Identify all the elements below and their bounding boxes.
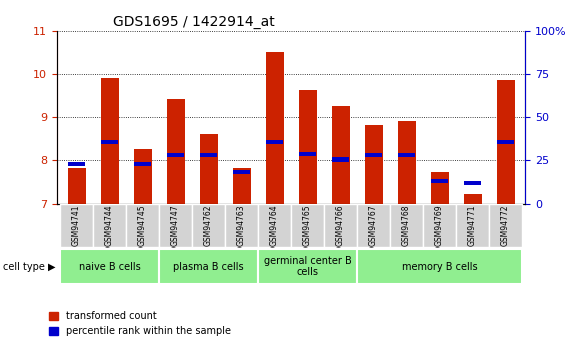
Bar — [489, 204, 522, 247]
Text: plasma B cells: plasma B cells — [173, 262, 244, 272]
Text: GDS1695 / 1422914_at: GDS1695 / 1422914_at — [113, 14, 275, 29]
Bar — [332, 157, 349, 162]
Bar — [166, 99, 185, 204]
Bar — [93, 204, 126, 247]
Bar — [159, 204, 192, 247]
Bar — [291, 204, 324, 247]
Bar — [159, 249, 258, 284]
Text: memory B cells: memory B cells — [402, 262, 478, 272]
Text: germinal center B
cells: germinal center B cells — [264, 256, 352, 277]
Text: GSM94766: GSM94766 — [336, 204, 345, 246]
Bar — [266, 140, 283, 144]
Text: GSM94765: GSM94765 — [303, 204, 312, 246]
Bar — [126, 204, 159, 247]
Bar — [299, 152, 316, 156]
Bar — [102, 140, 118, 145]
Bar — [258, 204, 291, 247]
Bar — [398, 153, 415, 157]
Bar — [456, 204, 489, 247]
Bar — [390, 204, 423, 247]
Bar — [60, 249, 159, 284]
Text: GSM94771: GSM94771 — [468, 204, 477, 246]
Bar — [357, 249, 522, 284]
Bar — [192, 204, 225, 247]
Text: GSM94764: GSM94764 — [270, 204, 279, 246]
Bar — [357, 204, 390, 247]
Text: GSM94763: GSM94763 — [237, 204, 246, 246]
Bar — [68, 168, 86, 204]
Bar — [332, 106, 350, 204]
Bar — [60, 204, 93, 247]
Bar — [463, 194, 482, 204]
Bar — [265, 52, 283, 204]
Text: naive B cells: naive B cells — [79, 262, 140, 272]
Bar — [233, 170, 250, 174]
Bar — [398, 121, 416, 204]
Text: GSM94741: GSM94741 — [72, 204, 81, 246]
Bar — [258, 249, 357, 284]
Bar — [431, 172, 449, 204]
Bar — [498, 140, 514, 144]
Bar — [365, 125, 383, 204]
Text: GSM94745: GSM94745 — [138, 204, 147, 246]
Bar — [135, 162, 151, 166]
Text: GSM94769: GSM94769 — [435, 204, 444, 246]
Text: GSM94768: GSM94768 — [402, 204, 411, 246]
Bar — [225, 204, 258, 247]
Bar — [199, 134, 218, 204]
Legend: transformed count, percentile rank within the sample: transformed count, percentile rank withi… — [45, 307, 235, 340]
Bar — [201, 153, 217, 157]
Text: GSM94744: GSM94744 — [105, 204, 114, 246]
Text: GSM94747: GSM94747 — [171, 204, 180, 246]
Bar — [365, 153, 382, 157]
Text: GSM94772: GSM94772 — [501, 204, 510, 246]
Bar — [423, 204, 456, 247]
Bar — [299, 90, 317, 204]
Bar — [168, 153, 184, 157]
Bar — [101, 78, 119, 204]
Text: cell type ▶: cell type ▶ — [3, 263, 55, 272]
Text: GSM94767: GSM94767 — [369, 204, 378, 246]
Bar — [324, 204, 357, 247]
Text: GSM94762: GSM94762 — [204, 204, 213, 246]
Bar — [465, 181, 481, 186]
Bar — [68, 162, 85, 166]
Bar — [232, 168, 250, 204]
Bar — [496, 80, 515, 204]
Bar — [432, 179, 448, 183]
Bar — [133, 149, 152, 204]
